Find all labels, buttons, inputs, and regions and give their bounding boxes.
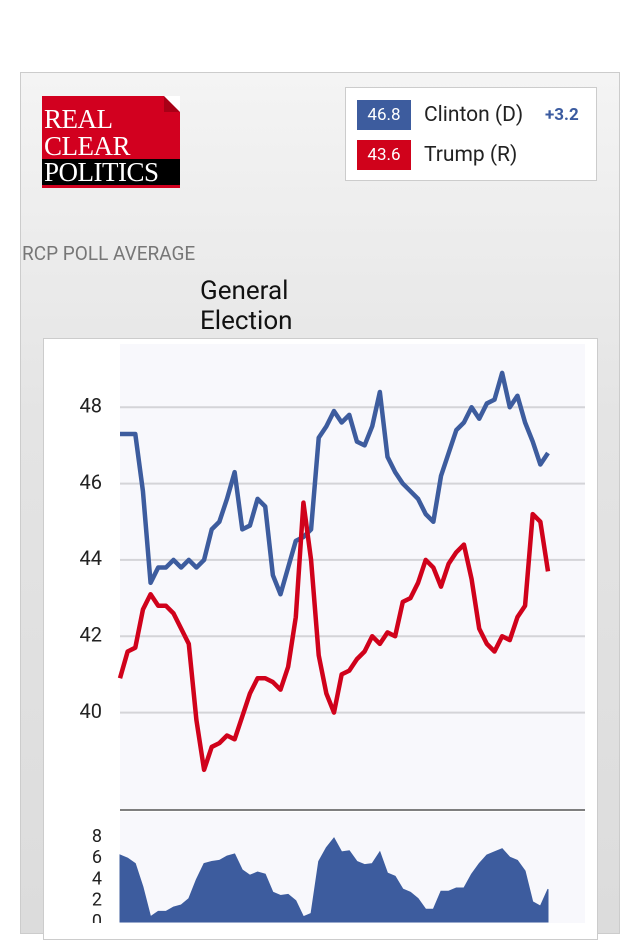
legend-value: 46.8 — [357, 100, 411, 130]
legend: 46.8 Clinton (D) +3.2 43.6 Trump (R) — [345, 87, 597, 181]
logo-line: POLITICS — [42, 159, 180, 186]
line — [117, 500, 551, 773]
legend-value: 43.6 — [357, 140, 411, 170]
y-tick-label: 8 — [92, 826, 102, 847]
y-tick-label: 44 — [80, 546, 102, 570]
y-tick-label: 6 — [92, 847, 102, 868]
section-label: RCP POLL AVERAGE — [22, 242, 196, 265]
chart-title: General Election — [200, 276, 293, 336]
legend-label: Trump (R) — [424, 143, 518, 167]
y-tick-label: 42 — [80, 623, 102, 647]
logo[interactable]: REAL CLEAR POLITICS — [42, 96, 180, 188]
logo-line: CLEAR — [44, 131, 131, 161]
area — [119, 837, 549, 923]
y-tick-label: 2 — [92, 890, 102, 911]
y-tick-label: 40 — [80, 699, 102, 723]
plot-area — [120, 344, 585, 810]
y-tick-label: 48 — [80, 394, 102, 418]
logo-line: REAL — [44, 104, 113, 134]
logo-corner — [164, 96, 180, 112]
spread: +3.2 — [545, 105, 579, 125]
y-tick-label: 46 — [80, 470, 102, 494]
y-tick-label: 0 — [92, 911, 102, 923]
line — [120, 370, 550, 597]
legend-label: Clinton (D) — [424, 103, 524, 127]
y-tick-label: 4 — [92, 868, 102, 889]
